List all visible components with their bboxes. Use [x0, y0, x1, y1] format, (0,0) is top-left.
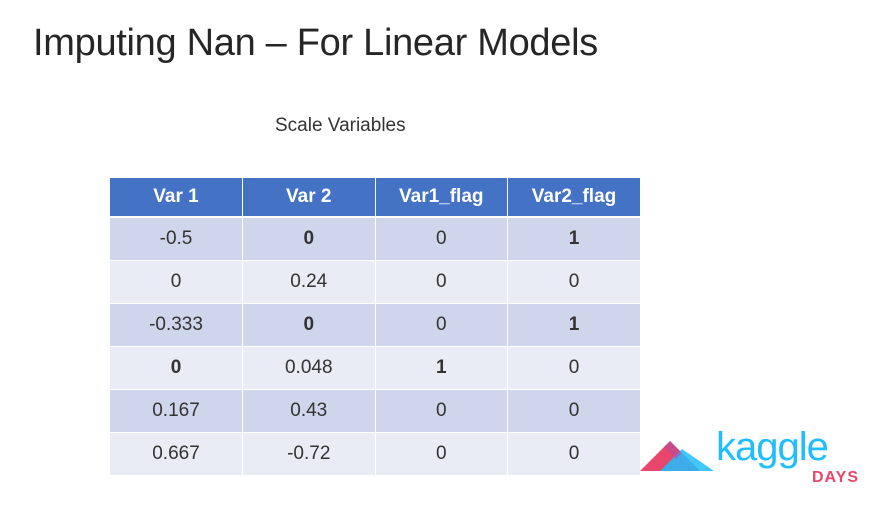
header-var2-flag: Var2_flag: [507, 178, 640, 218]
table-row: 0.667 -0.72 0 0: [110, 432, 640, 476]
kaggle-days-logo: kaggle DAYS: [640, 425, 870, 495]
cell-var2-flag: 0: [507, 260, 640, 304]
cell-var2: 0.24: [242, 260, 376, 304]
cell-var2-flag: 1: [507, 303, 640, 347]
cell-var2: 0.048: [242, 346, 376, 390]
cell-var2-imputed: 0: [242, 217, 376, 261]
cell-var2-flag: 0: [507, 346, 640, 390]
table-row: 0.167 0.43 0 0: [110, 389, 640, 433]
cell-var1-flag: 1: [375, 346, 508, 390]
cell-var2: -0.72: [242, 432, 376, 476]
cell-var2-flag: 1: [507, 217, 640, 261]
imputation-table: Var 1 Var 2 Var1_flag Var2_flag -0.5 0 0…: [110, 178, 640, 476]
table-row: 0 0.048 1 0: [110, 346, 640, 390]
header-var1: Var 1: [110, 178, 243, 218]
cell-var1-flag: 0: [375, 303, 508, 347]
cell-var1: 0.167: [110, 389, 243, 433]
header-var1-flag: Var1_flag: [375, 178, 508, 218]
cell-var2: 0.43: [242, 389, 376, 433]
cell-var1-flag: 0: [375, 432, 508, 476]
days-wordmark: DAYS: [812, 469, 859, 486]
kaggle-wordmark: kaggle: [716, 425, 829, 469]
slide-title: Imputing Nan – For Linear Models: [33, 22, 598, 64]
cell-var1: -0.5: [110, 217, 243, 261]
table-header-row: Var 1 Var 2 Var1_flag Var2_flag: [110, 178, 640, 218]
cell-var2-flag: 0: [507, 432, 640, 476]
table-caption: Scale Variables: [275, 115, 406, 136]
cell-var2-imputed: 0: [242, 303, 376, 347]
cell-var1-flag: 0: [375, 389, 508, 433]
cell-var1-flag: 0: [375, 260, 508, 304]
table-row: -0.5 0 0 1: [110, 217, 640, 261]
cell-var1: 0: [110, 260, 243, 304]
cell-var1: -0.333: [110, 303, 243, 347]
cell-var2-flag: 0: [507, 389, 640, 433]
cell-var1-imputed: 0: [110, 346, 243, 390]
cell-var1: 0.667: [110, 432, 243, 476]
header-var2: Var 2: [242, 178, 376, 218]
cell-var1-flag: 0: [375, 217, 508, 261]
kaggle-mountain-icon: [640, 441, 714, 471]
table-row: -0.333 0 0 1: [110, 303, 640, 347]
table-row: 0 0.24 0 0: [110, 260, 640, 304]
